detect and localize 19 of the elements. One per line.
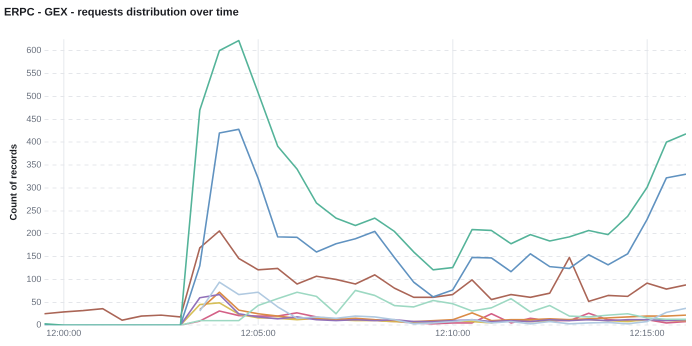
x-tick-label: 12:05:00 (240, 328, 276, 338)
y-tick-label: 150 (26, 251, 42, 262)
y-tick-label: 350 (26, 160, 42, 170)
y-tick-label: 300 (26, 182, 42, 192)
y-axis-title: Count of records (8, 144, 20, 220)
y-tick-label: 450 (26, 114, 42, 124)
y-tick-label: 550 (26, 68, 42, 78)
y-tick-label: 600 (26, 45, 42, 56)
y-tick-label: 500 (26, 90, 42, 101)
y-tick-label: 0 (36, 320, 42, 330)
y-tick-label: 100 (26, 274, 42, 284)
x-tick-label: 12:15:00 (630, 328, 665, 338)
x-tick-label: 12:10:00 (435, 328, 470, 338)
y-tick-label: 250 (26, 205, 42, 216)
y-tick-label: 50 (31, 296, 42, 307)
y-tick-label: 400 (26, 136, 42, 147)
x-tick-label: 12:00:00 (46, 328, 82, 338)
chart-title: ERPC - GEX - requests distribution over time (4, 6, 239, 19)
y-tick-label: 200 (26, 228, 42, 238)
